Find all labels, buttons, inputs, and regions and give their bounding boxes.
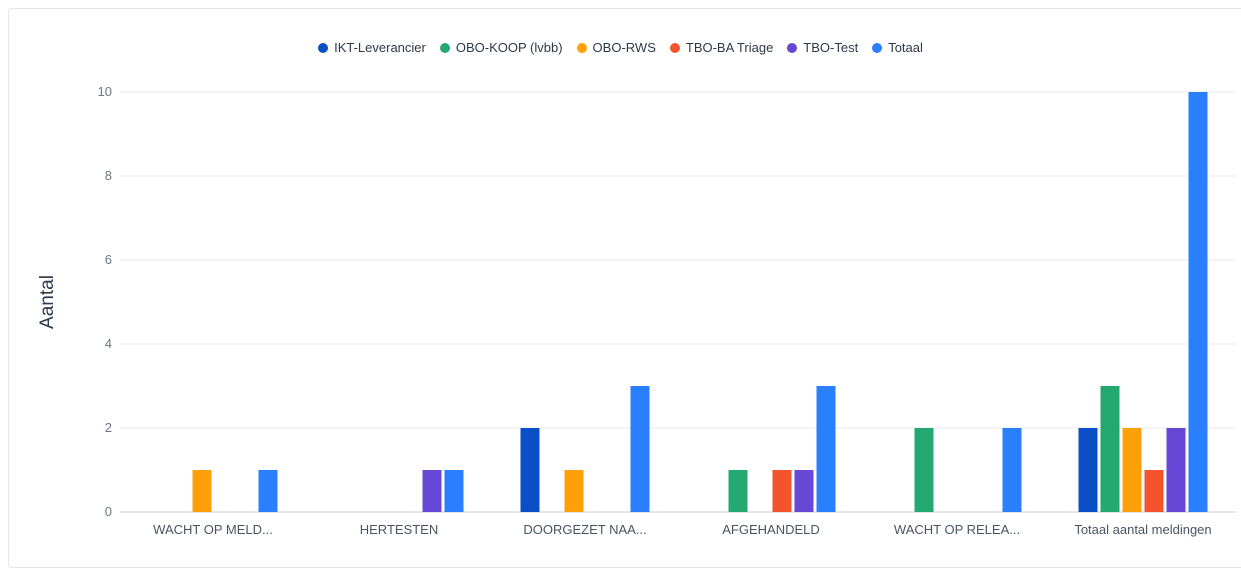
legend-dot-icon: [576, 42, 587, 53]
bar-obo-rws: [192, 470, 212, 512]
x-tick-label: HERTESTEN: [360, 522, 439, 537]
bar-tbo-test: [1166, 428, 1186, 512]
bar-ikt-leverancier: [520, 428, 540, 512]
legend-dot-icon: [787, 42, 798, 53]
y-tick-label: 10: [98, 84, 112, 99]
y-tick-label: 8: [105, 168, 112, 183]
bar-tbo-ba-triage: [772, 470, 792, 512]
chart-legend: IKT-Leverancier OBO-KOOP (lvbb) OBO-RWS TBO…: [0, 40, 1241, 55]
y-tick-label: 0: [105, 504, 112, 519]
legend-label: OBO-RWS: [592, 40, 656, 55]
legend-item-1[interactable]: IKT-Leverancier: [318, 40, 426, 55]
x-tick-label: AFGEHANDELD: [722, 522, 820, 537]
x-tick-label: WACHT OP MELD...: [153, 522, 273, 537]
legend-item-6[interactable]: Totaal: [872, 40, 923, 55]
bar-tbo-test: [794, 470, 814, 512]
bar-tbo-test: [422, 470, 442, 512]
legend-label: TBO-Test: [803, 40, 859, 55]
x-tick-label: DOORGEZET NAA...: [523, 522, 646, 537]
legend-dot-icon: [872, 42, 883, 53]
legend-label: Totaal: [888, 40, 923, 55]
legend-dot-icon: [318, 42, 329, 53]
bar-ikt-leverancier: [1078, 428, 1098, 512]
legend-item-5[interactable]: TBO-Test: [787, 40, 858, 55]
bar-obo-rws: [564, 470, 584, 512]
bar-totaal: [444, 470, 464, 512]
x-tick-label: Totaal aantal meldingen: [1074, 522, 1211, 537]
y-tick-label: 4: [105, 336, 112, 351]
legend-item-3[interactable]: OBO-RWS: [576, 40, 656, 55]
bar-obo-koop-lvbb-: [914, 428, 934, 512]
x-tick-label: WACHT OP RELEA...: [894, 522, 1020, 537]
legend-label: IKT-Leverancier: [334, 40, 426, 55]
bar-totaal: [258, 470, 278, 512]
bar-totaal: [630, 386, 650, 512]
y-tick-label: 2: [105, 420, 112, 435]
bar-totaal: [1002, 428, 1022, 512]
bar-obo-koop-lvbb-: [1100, 386, 1120, 512]
legend-label: TBO-BA Triage: [685, 40, 774, 55]
chart-card: [8, 8, 1241, 568]
legend-dot-icon: [669, 42, 680, 53]
y-tick-label: 6: [105, 252, 112, 267]
bar-obo-rws: [1122, 428, 1142, 512]
legend-dot-icon: [439, 42, 450, 53]
bar-totaal: [1188, 92, 1208, 512]
legend-label: OBO-KOOP (lvbb): [455, 40, 563, 55]
legend-item-4[interactable]: TBO-BA Triage: [669, 40, 774, 55]
bar-obo-koop-lvbb-: [728, 470, 748, 512]
bar-tbo-ba-triage: [1144, 470, 1164, 512]
legend-item-2[interactable]: OBO-KOOP (lvbb): [439, 40, 563, 55]
bar-totaal: [816, 386, 836, 512]
